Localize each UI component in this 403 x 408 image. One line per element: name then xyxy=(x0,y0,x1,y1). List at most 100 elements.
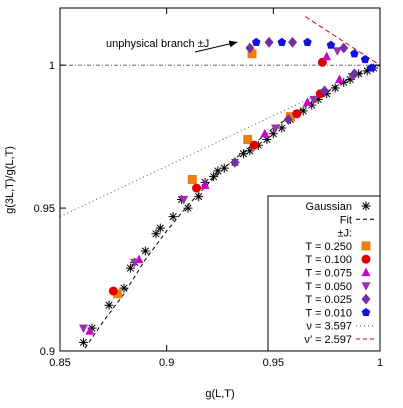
legend-marker-t-0-050 xyxy=(361,282,371,291)
annotation-text: unphysical branch ±J xyxy=(106,38,209,50)
legend-label-t-0-100: T = 0.100 xyxy=(305,254,352,266)
legend-marker-t-0-250 xyxy=(361,241,371,251)
y-tick-label: 1 xyxy=(49,60,55,72)
legend-label-t-0-010: T = 0.010 xyxy=(305,307,352,319)
legend-label-2-597: ν’ = 2.597 xyxy=(304,334,352,346)
data-point-t-0-100 xyxy=(108,286,118,296)
data-point-gaussian xyxy=(155,223,165,233)
legend-marker-t-0-075 xyxy=(361,267,371,277)
data-point-t-0-050 xyxy=(309,95,319,105)
legend-label-t-0-075: T = 0.075 xyxy=(305,268,352,280)
legend-label-t-0-050: T = 0.050 xyxy=(305,281,352,293)
data-point-gaussian xyxy=(345,74,355,84)
legend-marker-gaussian xyxy=(361,201,371,211)
data-point-gaussian xyxy=(183,203,193,213)
legend-marker-t-0-010 xyxy=(361,307,371,317)
data-point-gaussian xyxy=(238,149,248,159)
y-tick-label: 0.95 xyxy=(34,203,55,215)
x-tick-label: 0.95 xyxy=(263,357,284,369)
data-point-gaussian xyxy=(339,77,349,87)
legend-label-t-0-250: T = 0.250 xyxy=(305,241,352,253)
y-tick-label: 0.9 xyxy=(40,346,55,358)
data-point-gaussian xyxy=(87,323,97,333)
data-point-t-0-025 xyxy=(245,42,255,54)
data-point-t-0-075 xyxy=(334,74,344,84)
legend-label-t-0-025: T = 0.025 xyxy=(305,294,352,306)
data-point-t-0-250 xyxy=(285,112,295,122)
x-axis-label: g(L,T) xyxy=(205,388,234,400)
data-point-t-0-100 xyxy=(292,109,302,119)
legend-label-gaussian: Gaussian xyxy=(306,201,352,213)
data-point-gaussian xyxy=(322,89,332,99)
data-point-t-0-010 xyxy=(360,54,370,64)
data-point-gaussian xyxy=(362,66,372,76)
data-point-gaussian xyxy=(168,212,178,222)
data-point-gaussian xyxy=(140,246,150,256)
data-point-t-0-010 xyxy=(251,37,261,46)
data-point-gaussian xyxy=(262,134,272,144)
data-point-t-0-075 xyxy=(85,326,95,335)
plot-frame xyxy=(59,7,381,352)
data-point-t-0-075 xyxy=(200,180,210,189)
data-point-t-0-025 xyxy=(288,36,298,48)
x-tick-label: 0.9 xyxy=(159,357,174,369)
data-point-gaussian xyxy=(313,94,323,104)
legend-label-fit: Fit xyxy=(340,214,352,226)
data-point-t-0-250 xyxy=(113,289,123,299)
data-point-t-0-025 xyxy=(349,68,359,80)
data-point-gaussian xyxy=(277,123,287,133)
data-point-t-0-050 xyxy=(78,324,88,334)
data-point-gaussian xyxy=(330,83,340,93)
legend-marker-t-0-100 xyxy=(361,254,371,264)
axis-ticks: 0.85 0.9 0.95 10.90.951 xyxy=(34,8,383,369)
data-point-gaussian xyxy=(307,100,317,110)
data-point-t-0-100 xyxy=(249,140,259,150)
data-point-t-0-050 xyxy=(332,47,342,56)
data-point-t-0-010 xyxy=(350,49,359,58)
data-point-gaussian xyxy=(213,166,223,176)
data-point-gaussian xyxy=(298,106,308,116)
series-line-fit xyxy=(82,64,380,351)
data-point-t-0-075 xyxy=(322,51,332,61)
data-point-gaussian xyxy=(119,283,129,293)
data-point-t-0-050 xyxy=(270,124,280,133)
data-point-gaussian xyxy=(219,163,229,173)
data-point-gaussian xyxy=(78,337,88,347)
data-point-gaussian xyxy=(268,129,278,139)
y-axis-label: g(3L,T)/g(L,T) xyxy=(4,146,16,214)
data-point-gaussian xyxy=(151,229,161,239)
data-point-t-0-025 xyxy=(283,114,293,125)
data-point-t-0-050 xyxy=(130,258,140,268)
legend-label-3-597: ν = 3.597 xyxy=(306,321,352,333)
legend-label-j: ±J: xyxy=(337,228,352,240)
data-point-gaussian xyxy=(194,192,204,202)
x-tick-label: 1 xyxy=(377,357,383,369)
data-point-t-0-025 xyxy=(230,156,240,168)
data-point-t-0-100 xyxy=(192,183,202,193)
data-point-t-0-250 xyxy=(187,175,197,184)
data-point-t-0-050 xyxy=(179,195,189,205)
data-point-t-0-010 xyxy=(326,40,336,49)
data-point-t-0-025 xyxy=(339,42,349,54)
annotation: unphysical branch ±J xyxy=(106,38,238,53)
legend-box xyxy=(267,195,381,352)
legend-marker-t-0-025 xyxy=(361,293,371,305)
data-point-gaussian xyxy=(104,300,114,310)
data-point-t-0-075 xyxy=(302,97,312,106)
data-point-gaussian xyxy=(245,146,255,156)
series-points xyxy=(78,36,379,347)
data-point-t-0-025 xyxy=(264,36,274,48)
data-point-t-0-010 xyxy=(367,63,376,72)
data-point-t-0-250 xyxy=(247,49,257,59)
data-point-t-0-075 xyxy=(260,128,270,138)
data-point-t-0-010 xyxy=(303,37,312,46)
data-point-gaussian xyxy=(125,263,135,273)
data-point-t-0-250 xyxy=(243,134,253,144)
annotation-arrowhead xyxy=(228,40,238,48)
data-point-gaussian xyxy=(209,172,219,182)
x-tick-label: 0.85 xyxy=(49,357,70,369)
data-point-t-0-025 xyxy=(320,85,330,97)
